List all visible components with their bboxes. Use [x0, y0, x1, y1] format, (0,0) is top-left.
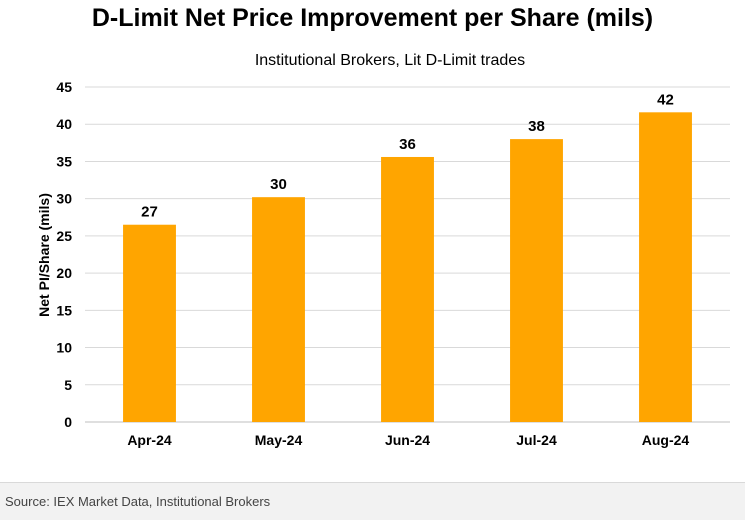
y-tick-label: 30	[56, 191, 72, 207]
y-tick-label: 5	[64, 377, 72, 393]
y-tick-label: 20	[56, 265, 72, 281]
y-tick-label: 10	[56, 340, 72, 356]
y-tick-label: 25	[56, 228, 72, 244]
x-tick-label: Apr-24	[127, 432, 172, 448]
y-tick-label: 40	[56, 116, 72, 132]
data-labels: 27 30 36 38 42	[141, 91, 674, 220]
data-label: 30	[270, 176, 287, 193]
bar	[510, 139, 563, 422]
data-label: 27	[141, 204, 158, 221]
source-note: Source: IEX Market Data, Institutional B…	[5, 494, 271, 509]
bar-chart: 0 5 10 15 20 25 30 35 40 45 27 30 36 38 42 Apr-24 May-…	[36, 79, 730, 448]
x-tick-label: Aug-24	[642, 432, 690, 448]
data-label: 42	[657, 91, 674, 108]
bars	[123, 112, 692, 423]
y-tick-label: 15	[56, 302, 72, 318]
data-label: 36	[399, 136, 416, 153]
y-tick-label: 45	[56, 79, 72, 95]
chart-subtitle: Institutional Brokers, Lit D-Limit trade…	[254, 52, 526, 69]
x-tick-label: Jul-24	[516, 432, 557, 448]
bar	[123, 224, 176, 422]
x-axis-ticks: Apr-24 May-24 Jun-24 Jul-24 Aug-24	[127, 432, 689, 448]
y-tick-label: 0	[64, 414, 72, 430]
footer: Source: IEX Market Data, Institutional B…	[0, 482, 745, 520]
data-label: 38	[528, 118, 545, 135]
y-tick-label: 35	[56, 153, 72, 169]
y-axis-label: Net PI/Share (mils)	[36, 193, 52, 317]
chart-title: D-Limit Net Price Improvement per Share …	[91, 4, 654, 32]
x-tick-label: Jun-24	[385, 432, 430, 448]
x-tick-label: May-24	[255, 432, 303, 448]
bar	[381, 156, 434, 422]
bar	[639, 112, 692, 423]
y-axis-ticks: 0 5 10 15 20 25 30 35 40 45	[56, 79, 72, 430]
bar	[252, 197, 305, 422]
